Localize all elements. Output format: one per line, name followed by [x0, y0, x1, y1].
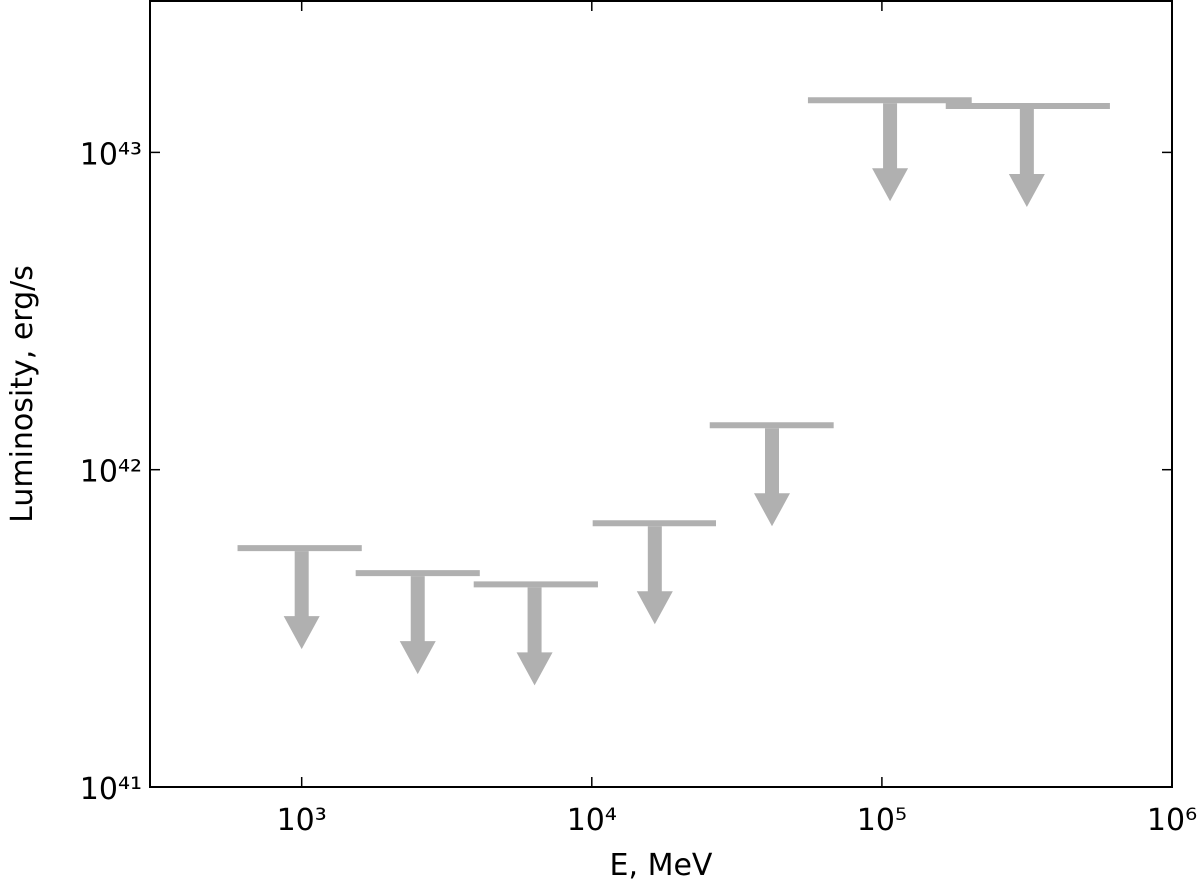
plot-frame — [149, 0, 1173, 788]
upper-limit-arrow — [872, 103, 909, 202]
upper-limit-arrow — [1008, 109, 1045, 208]
y-tick-label: 10⁴³ — [80, 137, 142, 172]
upper-limit-arrow — [753, 428, 790, 527]
x-tick-label: 10⁵ — [857, 803, 907, 838]
upper-limit-arrow — [636, 526, 673, 625]
x-tick-label: 10⁴ — [567, 803, 617, 838]
upper-limit-arrow — [516, 587, 553, 686]
x-tick-label: 10⁶ — [1147, 803, 1197, 838]
y-tick-label: 10⁴² — [80, 455, 142, 490]
y-axis-label: Luminosity, erg/s — [5, 265, 40, 523]
upper-limit-arrow — [283, 551, 320, 650]
y-tick-label: 10⁴¹ — [80, 772, 142, 807]
upper-limit-arrow — [399, 576, 436, 675]
x-axis-label: E, MeV — [610, 848, 713, 883]
x-tick-label: 10³ — [277, 803, 327, 838]
